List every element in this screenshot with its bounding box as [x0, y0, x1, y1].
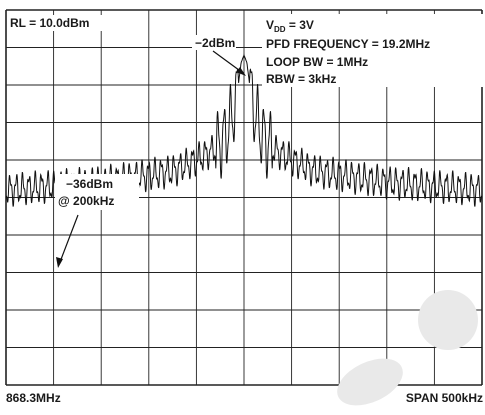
peak-annotation-background — [192, 35, 236, 50]
spur-offset-annotation: @ 200kHz — [58, 194, 114, 208]
conditions-background — [262, 14, 483, 87]
peak-annotation-arrow — [212, 50, 244, 74]
peak-level-annotation: −2dBm — [195, 36, 235, 50]
peak-arrowhead — [236, 67, 246, 76]
rbw-label: RBW = 3kHz — [266, 72, 336, 86]
span-label: SPAN 500kHz — [405, 391, 483, 405]
spur-annotation-background — [55, 174, 139, 210]
loop-bw-label: LOOP BW = 1MHz — [266, 55, 368, 69]
spur-level-annotation: −36dBm — [66, 177, 113, 191]
reference-level-label: RL = 10.0dBm — [10, 16, 89, 30]
vdd-label: VDD = 3V — [266, 18, 314, 34]
pfd-frequency-label: PFD FREQUENCY = 19.2MHz — [266, 37, 430, 51]
rl-label-background — [7, 15, 117, 31]
spectrum-trace — [5, 53, 483, 207]
center-frequency-label: 868.3MHz — [6, 391, 61, 405]
spur-annotation-arrow — [59, 214, 79, 263]
spectrum-plot: RL = 10.0dBm VDD = 3V PFD FREQUENCY = 19… — [5, 9, 483, 386]
watermark-shape — [418, 290, 478, 350]
spur-arrowhead — [56, 257, 63, 268]
